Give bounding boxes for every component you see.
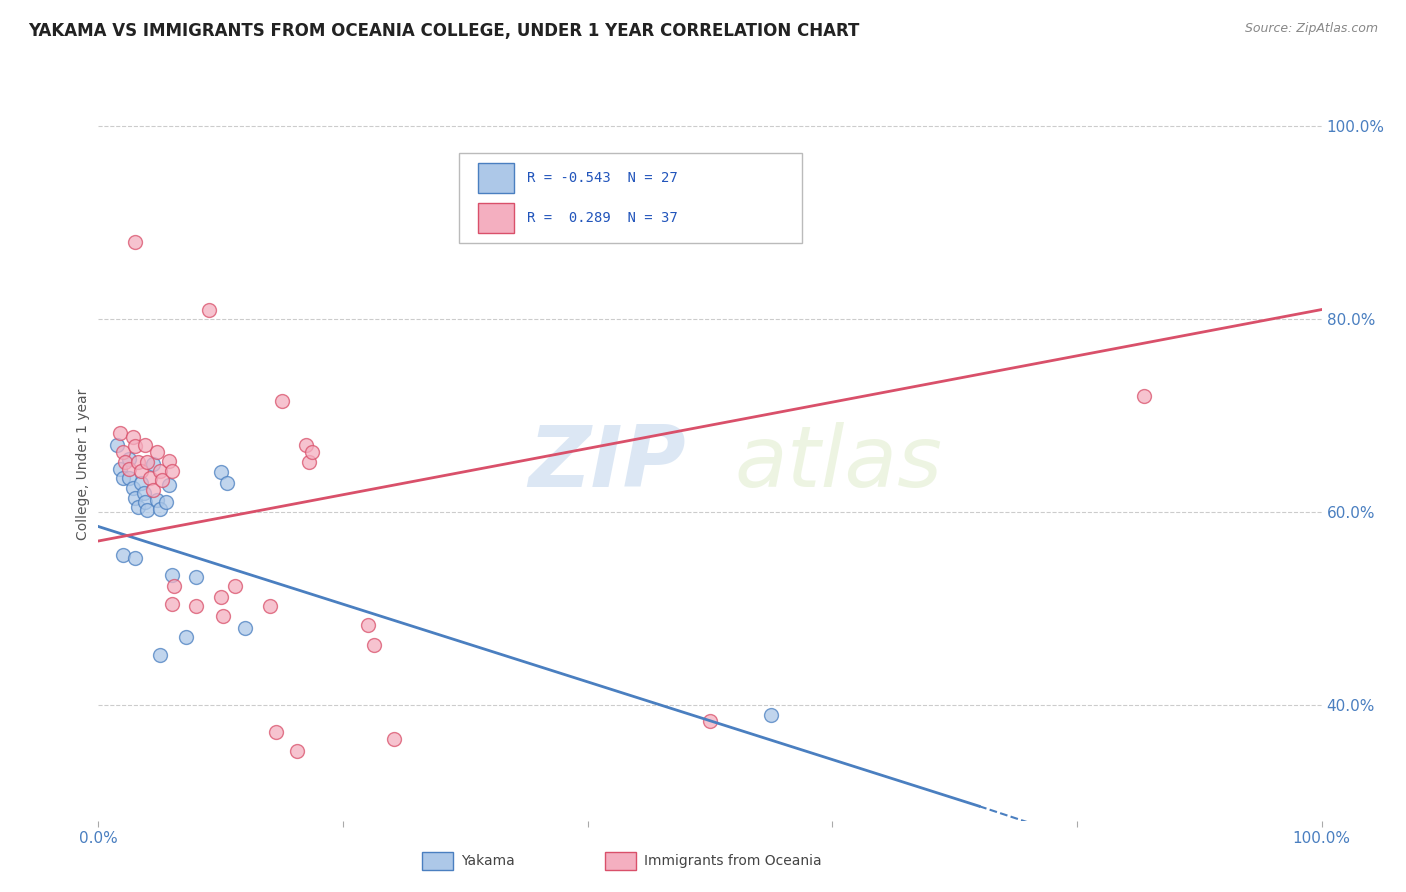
Point (105, 437, 128, 451)
Point (157, 478, 180, 492)
Text: YAKAMA VS IMMIGRANTS FROM OCEANIA COLLEGE, UNDER 1 YEAR CORRELATION CHART: YAKAMA VS IMMIGRANTS FROM OCEANIA COLLEG… (28, 22, 859, 40)
Point (110, 425, 132, 440)
Point (356, 618, 378, 632)
Point (160, 464, 183, 478)
Text: Immigrants from Oceania: Immigrants from Oceania (644, 854, 821, 868)
Text: Yakama: Yakama (461, 854, 515, 868)
Point (124, 551, 146, 566)
Point (146, 493, 169, 508)
FancyBboxPatch shape (460, 153, 801, 243)
Point (124, 235, 146, 249)
Point (155, 495, 177, 509)
Point (149, 648, 172, 662)
Text: Source: ZipAtlas.com: Source: ZipAtlas.com (1244, 22, 1378, 36)
Point (142, 483, 165, 497)
Point (270, 394, 294, 409)
Point (118, 461, 141, 475)
Point (146, 445, 169, 459)
Point (121, 430, 143, 444)
Point (186, 599, 208, 613)
Point (127, 500, 149, 515)
Point (149, 464, 172, 478)
Point (114, 455, 136, 469)
Point (363, 638, 385, 652)
Point (136, 455, 159, 469)
Point (761, 707, 783, 722)
Point (149, 502, 172, 516)
Point (129, 464, 152, 478)
Point (134, 437, 156, 451)
Point (124, 491, 146, 505)
Point (1133, 389, 1156, 403)
Point (111, 445, 134, 459)
Point (142, 457, 165, 471)
Point (215, 476, 238, 491)
Point (150, 473, 173, 487)
Point (160, 597, 183, 611)
Point (384, 731, 406, 746)
Point (224, 579, 246, 593)
Point (124, 440, 146, 454)
Text: ZIP: ZIP (527, 422, 686, 506)
Point (259, 599, 281, 613)
Text: atlas: atlas (734, 422, 942, 506)
Point (129, 476, 152, 491)
Point (157, 454, 180, 468)
Point (118, 471, 141, 485)
Point (212, 609, 235, 624)
Point (209, 590, 232, 604)
Point (209, 465, 232, 479)
Text: R =  0.289  N = 37: R = 0.289 N = 37 (526, 211, 678, 225)
Point (699, 714, 721, 729)
Point (132, 485, 155, 500)
Point (301, 445, 323, 459)
Point (139, 471, 162, 485)
Point (111, 549, 134, 563)
Point (298, 455, 321, 469)
Point (118, 452, 141, 467)
Text: R = -0.543  N = 27: R = -0.543 N = 27 (526, 171, 678, 186)
Point (111, 471, 134, 485)
Point (186, 569, 208, 583)
Point (264, 725, 287, 739)
Point (160, 567, 183, 582)
Point (134, 495, 156, 509)
Point (197, 302, 219, 317)
Point (163, 579, 186, 593)
Bar (478, 163, 515, 194)
Point (285, 744, 308, 758)
Point (127, 455, 149, 469)
Point (121, 481, 143, 495)
Bar (478, 202, 515, 233)
Point (136, 503, 159, 517)
Point (295, 437, 318, 451)
Y-axis label: College, Under 1 year: College, Under 1 year (76, 388, 90, 540)
Point (110, 461, 132, 475)
Point (233, 621, 256, 635)
Point (176, 631, 198, 645)
